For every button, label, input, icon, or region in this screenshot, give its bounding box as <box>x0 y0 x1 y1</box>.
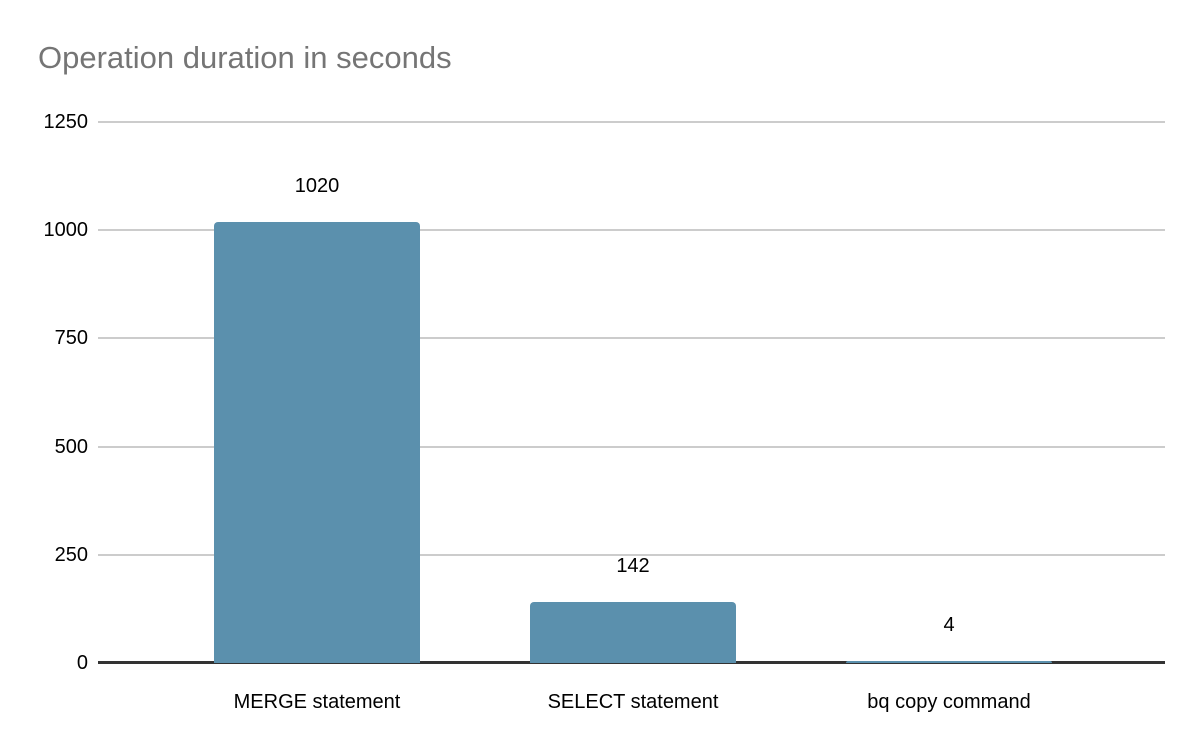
value-label: 1020 <box>294 174 340 197</box>
y-axis-tick-label: 1250 <box>43 111 89 133</box>
chart-title: Operation duration in seconds <box>38 40 452 75</box>
plot-area: 1020 142 4 <box>98 121 1165 664</box>
y-axis-tick-label: 250 <box>54 543 88 566</box>
gridline <box>98 229 1165 232</box>
gridline <box>98 445 1165 448</box>
y-axis-tick-label: 1000 <box>43 219 89 242</box>
value-label: 4 <box>943 614 955 637</box>
y-axis-tick-label: 0 <box>76 652 88 674</box>
bar-select-statement <box>530 601 736 663</box>
category-label: MERGE statement <box>233 691 401 713</box>
category-label: bq copy command <box>867 691 1031 713</box>
y-axis-tick-label: 500 <box>54 435 88 458</box>
bar-merge-statement <box>214 221 420 663</box>
value-label: 142 <box>616 554 650 577</box>
y-axis-tick-label: 750 <box>54 327 88 350</box>
gridline <box>98 337 1165 340</box>
gridline <box>98 553 1165 556</box>
bar-bq-copy-command <box>846 661 1052 663</box>
category-label: SELECT statement <box>547 691 719 713</box>
gridline <box>98 121 1165 123</box>
